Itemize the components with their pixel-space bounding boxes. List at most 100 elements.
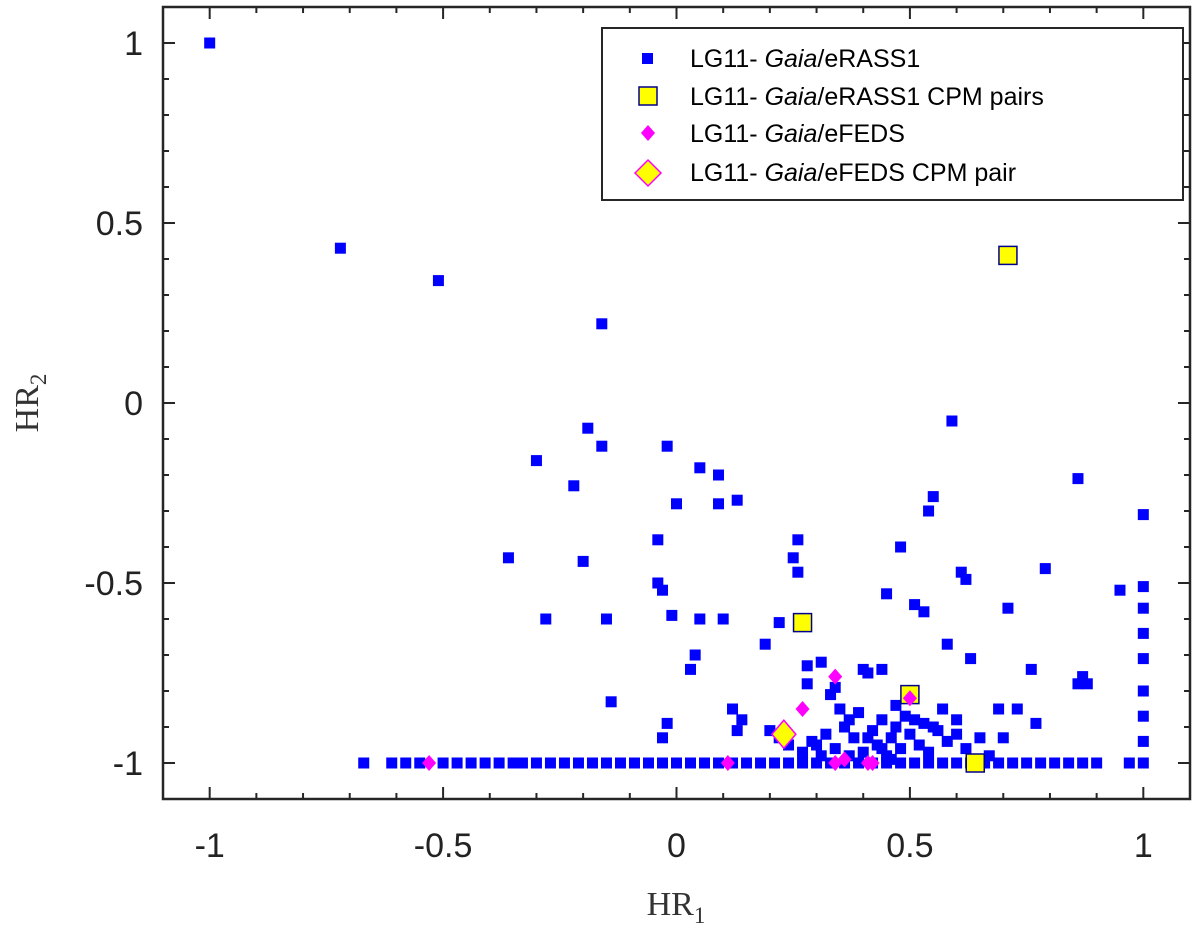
data-point [656, 757, 668, 769]
data-point [865, 755, 880, 771]
data-point [1030, 717, 1042, 729]
legend-box [601, 27, 1184, 201]
tick-labels: -1 -0.5 0 0.5 1 -1 -0.5 0 0.5 1 [84, 25, 1152, 865]
data-point [927, 491, 939, 503]
data-point [1039, 563, 1051, 575]
data-point [1072, 678, 1084, 690]
data-point [909, 757, 921, 769]
data-point [1025, 663, 1037, 675]
data-point [568, 480, 580, 492]
data-point [946, 415, 958, 427]
data-point [941, 638, 953, 650]
data-point [974, 732, 986, 744]
data-point [837, 751, 852, 768]
data-point [661, 717, 673, 729]
y-tick-label: -1 [113, 745, 143, 783]
data-point [1002, 602, 1014, 614]
data-point [1137, 685, 1149, 697]
data-point [1137, 710, 1149, 722]
data-point [890, 721, 902, 733]
data-point [671, 498, 682, 510]
data-point [694, 462, 706, 474]
data-point [923, 746, 935, 758]
data-point [965, 753, 986, 773]
legend-efeds-cpm-prefix: LG11- [690, 159, 765, 187]
data-point [628, 757, 640, 769]
data-point [876, 663, 888, 675]
data-point [1137, 757, 1149, 769]
data-point [1137, 735, 1149, 747]
data-point [400, 757, 412, 769]
data-point [881, 588, 893, 600]
legend-label-efeds: LG11- Gaia/eFEDS [690, 120, 905, 148]
data-point [941, 735, 953, 747]
data-point [652, 577, 664, 589]
data-point [713, 757, 725, 769]
data-point [820, 728, 832, 740]
data-point [787, 552, 799, 564]
legend-marker-efeds [641, 125, 655, 141]
data-point [829, 743, 841, 755]
data-point [909, 714, 921, 726]
data-point [918, 606, 930, 618]
data-point [493, 757, 505, 769]
data-point [1091, 757, 1103, 769]
legend-erass1-suffix: /eRASS1 [817, 45, 920, 73]
data-point [386, 757, 398, 769]
data-point [502, 552, 514, 564]
data-point [951, 757, 963, 769]
data-point [530, 455, 542, 467]
data-point [694, 613, 706, 625]
data-point [862, 732, 874, 744]
data-point [895, 743, 907, 755]
data-point [993, 757, 1005, 769]
data-point [577, 555, 589, 567]
y-tick-label: 0.5 [96, 205, 143, 243]
data-point [1011, 703, 1023, 715]
data-point [825, 689, 837, 701]
data-point [983, 750, 995, 762]
legend-efeds-suffix: /eFEDS [817, 120, 905, 148]
data-point [853, 757, 865, 769]
data-point [1063, 757, 1075, 769]
data-point [797, 757, 809, 769]
data-point [596, 440, 608, 452]
data-point [516, 757, 528, 769]
data-point [713, 469, 725, 481]
data-point [1081, 678, 1093, 690]
legend-erass1-cpm-italic: Gaia [765, 83, 818, 111]
data-point [895, 541, 907, 553]
legend-erass1-prefix: LG11- [690, 45, 765, 73]
series-3 [770, 719, 797, 750]
data-point [918, 717, 930, 729]
data-point [1137, 509, 1149, 521]
legend-marker-efeds-cpm [633, 158, 663, 188]
data-point [759, 638, 771, 650]
data-point [797, 746, 809, 758]
data-point [414, 757, 426, 769]
x-tick-label: 0 [667, 827, 686, 865]
data-point [558, 757, 570, 769]
x-axis-title-sub: 1 [694, 903, 706, 928]
y-tick-label: 1 [124, 25, 143, 63]
data-point [937, 757, 949, 769]
data-point [451, 757, 463, 769]
data-point [801, 678, 813, 690]
data-point [828, 668, 843, 685]
data-point [997, 732, 1009, 744]
legend-label-efeds-cpm: LG11- Gaia/eFEDS CPM pair [690, 159, 1016, 187]
legend-marker-erass1-cpm [638, 86, 658, 106]
data-point [572, 757, 584, 769]
data-point [839, 721, 851, 733]
data-point [614, 757, 626, 769]
data-point [937, 703, 949, 715]
data-point [586, 757, 598, 769]
data-point [1072, 473, 1084, 485]
y-axis-title-main: HR [9, 385, 46, 433]
data-point [857, 746, 869, 758]
data-point [1007, 757, 1019, 769]
data-point [596, 318, 608, 330]
data-point [1035, 757, 1047, 769]
data-point [204, 37, 216, 49]
data-point [927, 721, 939, 733]
